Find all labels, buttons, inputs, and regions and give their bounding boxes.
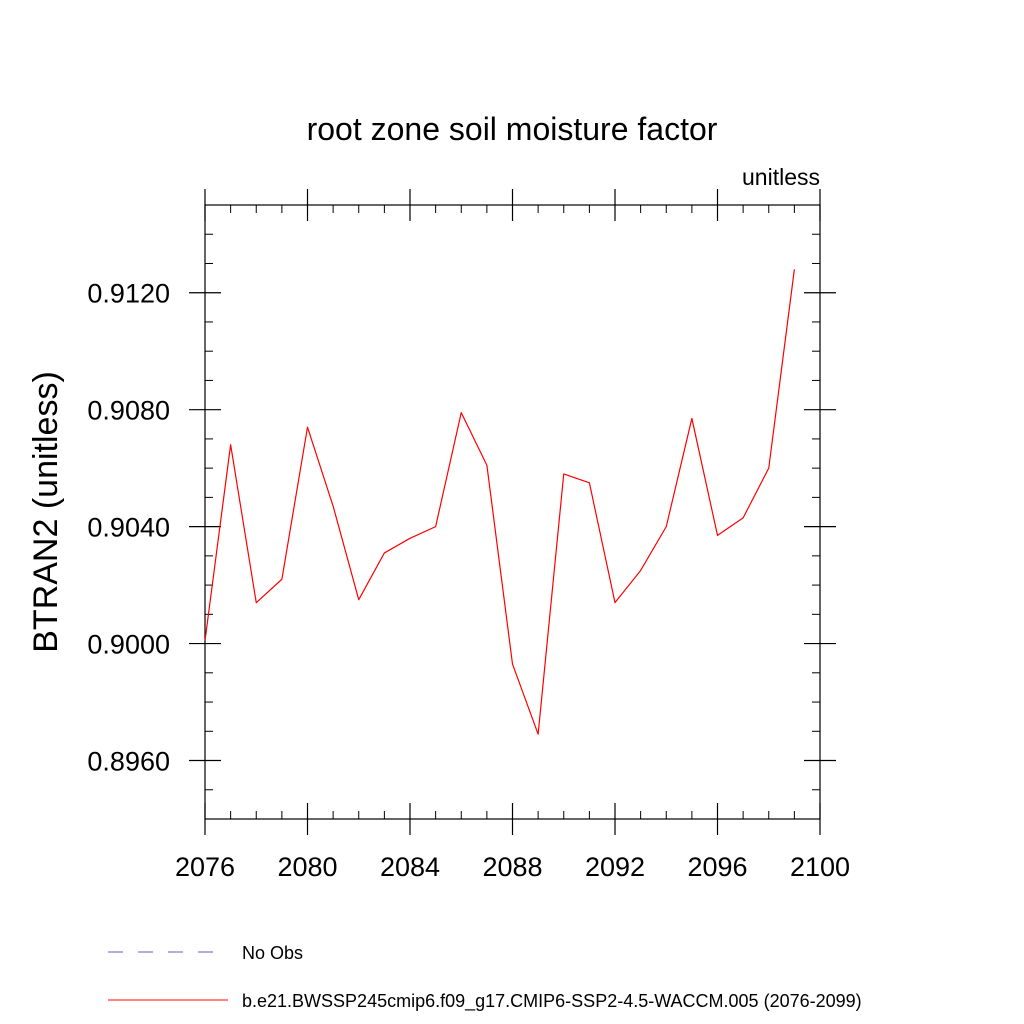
y-tick-label: 0.8960	[87, 747, 170, 777]
y-tick-label: 0.9080	[87, 396, 170, 426]
y-tick-label: 0.9000	[87, 630, 170, 660]
x-tick-label: 2092	[585, 852, 645, 882]
series-line	[204, 269, 795, 735]
x-tick-label: 2076	[175, 852, 235, 882]
x-tick-labels: 2076 2080 2084 2088 2092 2096 2100	[175, 852, 850, 882]
series-group	[204, 269, 795, 735]
minor-ticks	[205, 205, 820, 819]
x-tick-label: 2084	[380, 852, 440, 882]
y-tick-label: 0.9040	[87, 513, 170, 543]
y-tick-labels: 0.8960 0.9000 0.9040 0.9080 0.9120	[87, 279, 170, 777]
chart-title: root zone soil moisture factor	[307, 111, 718, 147]
legend-label: No Obs	[242, 943, 303, 963]
units-label: unitless	[742, 164, 820, 190]
legend-label: b.e21.BWSSP245cmip6.f09_g17.CMIP6-SSP2-4…	[242, 991, 862, 1012]
y-tick-label: 0.9120	[87, 279, 170, 309]
major-ticks	[189, 189, 836, 835]
x-tick-label: 2088	[482, 852, 542, 882]
y-axis-label: BTRAN2 (unitless)	[27, 371, 65, 653]
x-tick-label: 2100	[790, 852, 850, 882]
x-tick-label: 2080	[277, 852, 337, 882]
legend: No Obs b.e21.BWSSP245cmip6.f09_g17.CMIP6-…	[108, 943, 862, 1012]
x-tick-label: 2096	[687, 852, 747, 882]
plot-frame	[204, 204, 821, 820]
